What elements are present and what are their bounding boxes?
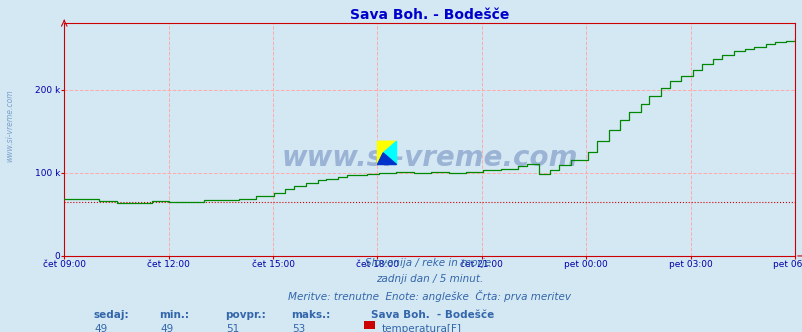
Text: 51: 51 (226, 324, 239, 332)
Text: maks.:: maks.: (290, 310, 330, 320)
Text: 53: 53 (292, 324, 305, 332)
Text: sedaj:: sedaj: (93, 310, 129, 320)
Title: Sava Boh. - Bodešče: Sava Boh. - Bodešče (350, 8, 508, 22)
Text: 49: 49 (95, 324, 108, 332)
Text: Sava Boh.  - Bodešče: Sava Boh. - Bodešče (371, 310, 494, 320)
Polygon shape (377, 153, 396, 165)
Polygon shape (383, 141, 396, 165)
Text: Slovenija / reke in morje.: Slovenija / reke in morje. (364, 258, 494, 268)
Bar (363, 321, 375, 332)
Text: Meritve: trenutne  Enote: angleške  Črta: prva meritev: Meritve: trenutne Enote: angleške Črta: … (288, 290, 570, 302)
Polygon shape (377, 141, 396, 165)
Text: min.:: min.: (159, 310, 189, 320)
Text: www.si-vreme.com: www.si-vreme.com (5, 90, 14, 162)
Text: 49: 49 (160, 324, 173, 332)
Text: www.si-vreme.com: www.si-vreme.com (281, 144, 577, 172)
Text: povpr.:: povpr.: (225, 310, 265, 320)
Text: zadnji dan / 5 minut.: zadnji dan / 5 minut. (375, 274, 483, 284)
Text: temperatura[F]: temperatura[F] (382, 324, 461, 332)
